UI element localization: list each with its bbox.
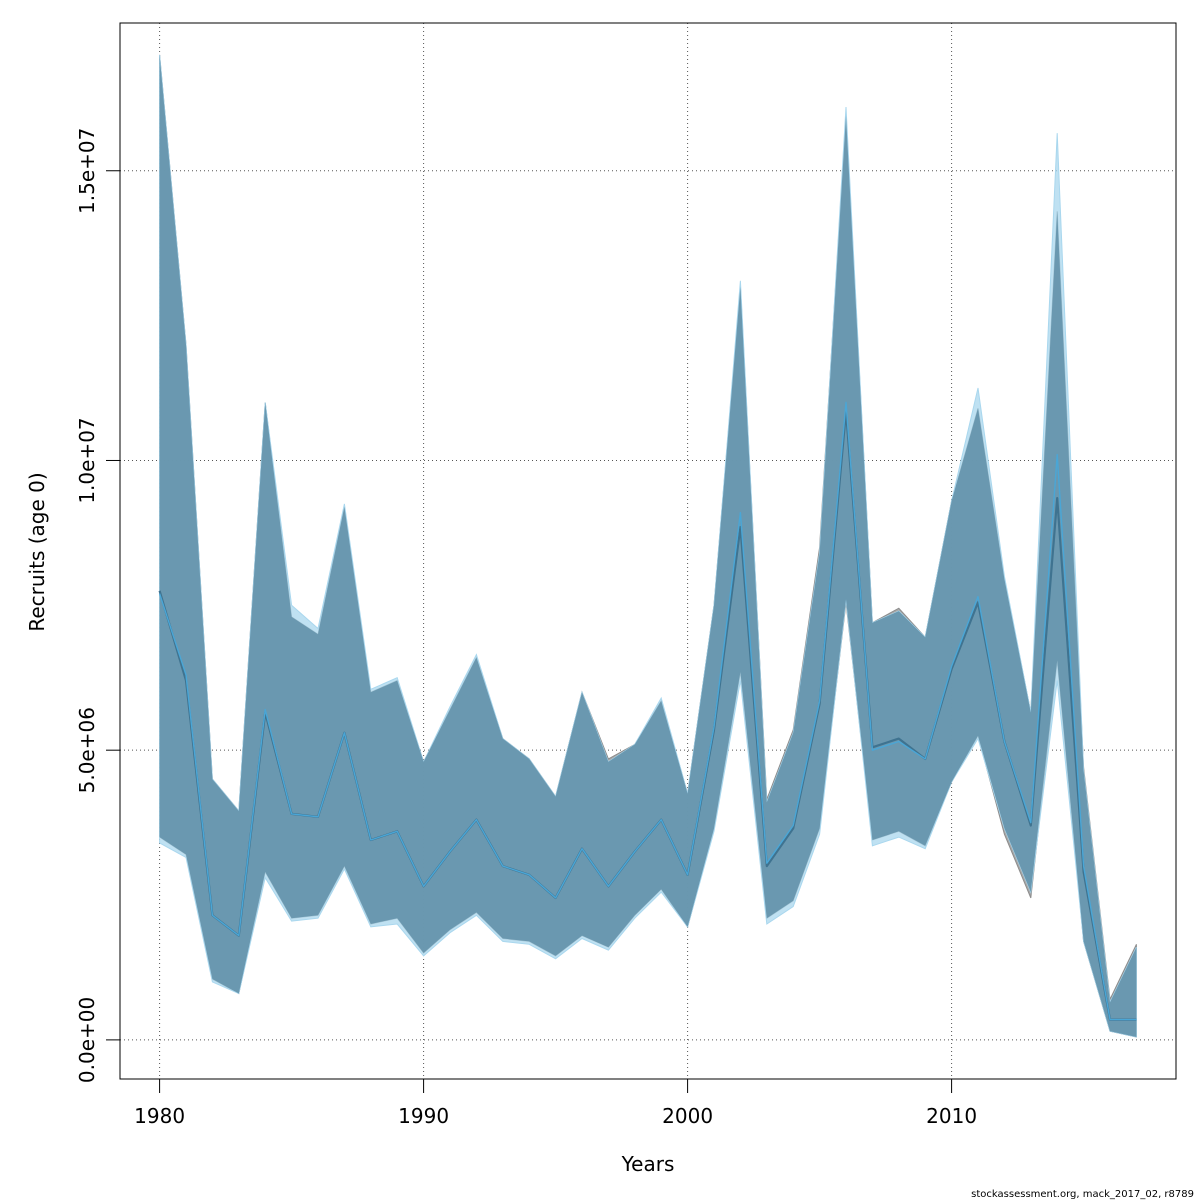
confidence-bands xyxy=(159,54,1137,1038)
y-axis-title: Recruits (age 0) xyxy=(25,472,49,631)
x-axis: 1980 1990 2000 2010 xyxy=(134,1079,977,1128)
plot-frame xyxy=(119,22,1177,1080)
y-tick-label-0: 0.0e+00 xyxy=(75,997,99,1083)
series-line-2 xyxy=(158,401,1137,1021)
y-tick-label-3: 1.5e+07 xyxy=(75,128,99,214)
y-tick-label-1: 5.0e+06 xyxy=(75,707,99,793)
footer-credit: stockassessment.org, mack_2017_02, r8789 xyxy=(971,1189,1194,1200)
x-tick-label-2000: 2000 xyxy=(662,1104,713,1128)
x-axis-title: Years xyxy=(621,1152,675,1176)
x-tick-label-1990: 1990 xyxy=(398,1104,449,1128)
x-tick-label-2010: 2010 xyxy=(926,1104,977,1128)
y-axis: 0.0e+00 5.0e+06 1.0e+07 1.5e+07 xyxy=(75,128,120,1083)
band-overlap xyxy=(159,54,1137,1037)
series-lines xyxy=(158,401,1137,1021)
x-tick-label-1980: 1980 xyxy=(134,1104,185,1128)
y-tick-label-2: 1.0e+07 xyxy=(75,417,99,503)
